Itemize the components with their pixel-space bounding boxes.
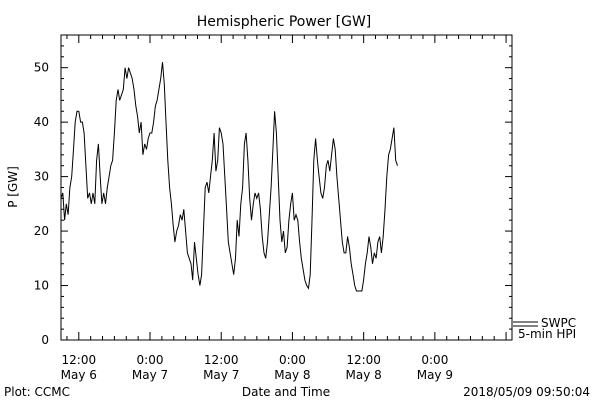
x-tick-label-time: 0:00 <box>421 353 448 367</box>
y-tick-label: 0 <box>41 333 49 347</box>
y-axis-label: P [GW] <box>6 166 20 208</box>
series-layer <box>60 62 398 292</box>
x-tick-label-time: 12:00 <box>204 353 239 367</box>
x-tick-label-time: 0:00 <box>279 353 306 367</box>
y-tick-label: 30 <box>34 170 49 184</box>
legend-label-swpc: SWPC <box>541 316 576 330</box>
plot-credit: Plot: CCMC <box>4 385 70 399</box>
plot-timestamp: 2018/05/09 09:50:04 <box>463 385 590 399</box>
x-tick-label-date: May 8 <box>346 368 382 382</box>
x-tick-label-time: 12:00 <box>346 353 381 367</box>
x-tick-label-date: May 7 <box>203 368 239 382</box>
x-tick-label-date: May 7 <box>132 368 168 382</box>
y-tick-label: 20 <box>34 224 49 238</box>
series-line-5min-hpi <box>60 62 398 292</box>
x-tick-label-date: May 6 <box>61 368 97 382</box>
x-axis-label: Date and Time <box>242 385 330 399</box>
x-tick-label-date: May 8 <box>274 368 310 382</box>
legend-label-5min-hpi: 5-min HPI <box>518 327 576 341</box>
y-tick-label: 40 <box>34 115 49 129</box>
chart-title: Hemispheric Power [GW] <box>197 14 372 30</box>
x-tick-label-date: May 9 <box>417 368 453 382</box>
y-axis: 0 10 20 30 40 50 <box>34 34 512 347</box>
y-tick-label: 50 <box>34 61 49 75</box>
y-tick-label: 10 <box>34 279 49 293</box>
x-tick-label-time: 12:00 <box>62 353 97 367</box>
legend: SWPC 5-min HPI <box>513 316 576 341</box>
x-tick-label-time: 0:00 <box>137 353 164 367</box>
